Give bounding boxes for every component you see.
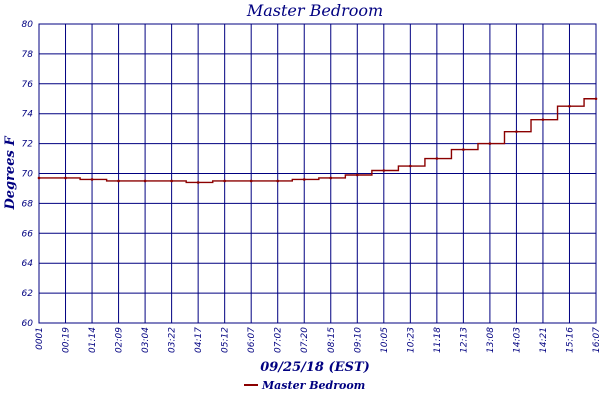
data-point: [37, 176, 41, 180]
x-axis-ticks: 0001 00:19 01:14 02:09 03:04 03:22 04:17 05:12 0…: [35, 327, 600, 353]
data-point: [117, 179, 120, 183]
data-point: [329, 176, 333, 180]
y-tick-label: 78: [22, 50, 34, 60]
data-point: [382, 169, 386, 172]
data-point: [90, 178, 94, 181]
x-axis-label: 09/25/18 (EST): [260, 360, 370, 375]
data-point: [541, 118, 545, 121]
series-line: [39, 98, 596, 184]
x-tick-label: 16:07: [592, 327, 600, 353]
data-point: [355, 173, 359, 177]
data-point: [435, 157, 439, 160]
y-axis-label: Degrees F: [3, 136, 18, 211]
legend: Master Bedroom: [244, 379, 365, 392]
data-point: [302, 178, 306, 181]
data-point: [196, 181, 200, 184]
data-point: [249, 179, 253, 183]
x-tick-label: 14:03: [512, 327, 522, 353]
data-point: [170, 179, 173, 183]
grid: [38, 23, 597, 324]
y-tick-label: 76: [22, 80, 34, 90]
data-point: [409, 164, 412, 168]
y-tick-label: 66: [22, 229, 34, 239]
x-tick-label: 00:19: [62, 327, 72, 353]
data-point: [276, 179, 280, 183]
x-tick-label: 08:15: [327, 327, 337, 353]
data-point: [594, 97, 598, 101]
x-tick-label: 15:16: [565, 327, 575, 353]
x-tick-label: 01:14: [88, 327, 98, 353]
x-tick-label: 10:05: [380, 327, 390, 353]
x-tick-label: 07:02: [274, 327, 284, 353]
y-axis-ticks: 60 62 64 66 68 70 72 74 76 78 80: [22, 20, 34, 329]
x-tick-label: 10:23: [406, 327, 416, 353]
data-point: [462, 148, 465, 151]
data-point: [515, 130, 518, 133]
x-tick-label: 02:09: [115, 327, 125, 353]
y-tick-label: 60: [22, 319, 34, 329]
y-tick-label: 64: [22, 259, 34, 269]
y-tick-label: 74: [22, 110, 34, 120]
x-tick-label: 0001: [35, 327, 45, 350]
x-tick-label: 05:12: [221, 327, 231, 353]
x-tick-label: 11:18: [433, 327, 443, 353]
x-tick-label: 12:13: [459, 327, 469, 353]
x-tick-label: 09:10: [353, 327, 363, 353]
data-point: [488, 142, 492, 145]
x-tick-label: 14:21: [539, 327, 549, 353]
chart-title: Master Bedroom: [246, 1, 383, 20]
legend-label: Master Bedroom: [261, 379, 365, 392]
x-tick-label: 07:20: [300, 327, 310, 353]
y-tick-label: 72: [22, 140, 34, 150]
y-tick-label: 68: [22, 199, 34, 209]
x-tick-label: 06:07: [247, 327, 257, 353]
x-tick-label: 03:22: [168, 327, 178, 353]
y-tick-label: 80: [22, 20, 34, 30]
data-point: [64, 176, 67, 180]
y-tick-label: 70: [22, 170, 34, 180]
series-layer: [37, 97, 598, 184]
data-point: [568, 104, 571, 108]
x-tick-label: 03:04: [141, 327, 151, 353]
x-tick-label: 13:08: [486, 327, 496, 353]
y-tick-label: 62: [22, 289, 34, 299]
data-point: [143, 179, 147, 183]
x-tick-label: 04:17: [194, 327, 204, 353]
data-point: [223, 179, 226, 183]
